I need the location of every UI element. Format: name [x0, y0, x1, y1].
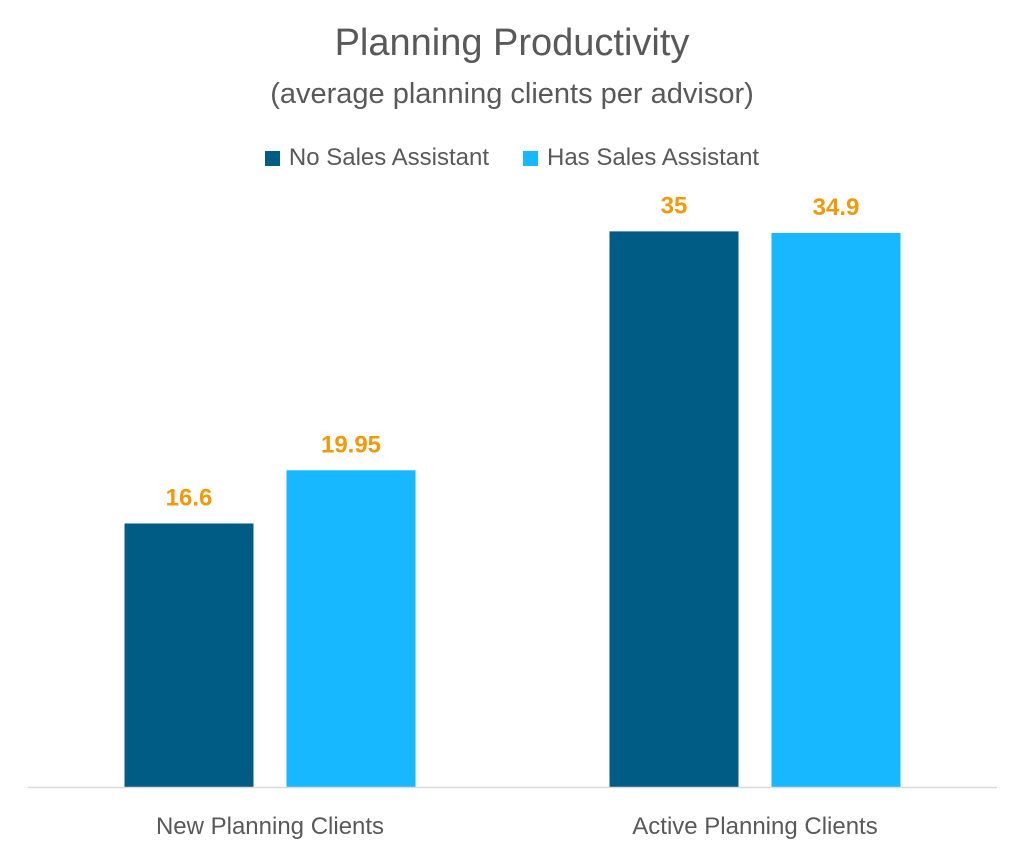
- legend-swatch-has-sales-assistant: [523, 150, 538, 166]
- bar-1-0: [286, 470, 416, 787]
- data-label-0-0: 16.6: [166, 484, 213, 511]
- legend-label-no-sales-assistant: No Sales Assistant: [288, 144, 489, 171]
- category-label-0: New Planning Clients: [156, 813, 384, 840]
- data-label-1-1: 34.9: [813, 194, 860, 221]
- bar-0-1: [609, 231, 739, 787]
- legend-label-has-sales-assistant: Has Sales Assistant: [547, 144, 760, 171]
- legend-swatch-no-sales-assistant: [264, 150, 280, 166]
- legend-item-no-sales-assistant: No Sales Assistant: [264, 144, 489, 172]
- data-label-1-0: 19.95: [321, 431, 381, 458]
- chart-title: Planning Productivity: [334, 22, 690, 64]
- bar-0-0: [124, 523, 254, 787]
- chart-subtitle: (average planning clients per advisor): [270, 78, 754, 110]
- category-label-1: Active Planning Clients: [632, 813, 877, 840]
- legend-item-has-sales-assistant: Has Sales Assistant: [523, 144, 759, 172]
- legend: No Sales Assistant Has Sales Assistant: [0, 144, 1024, 172]
- data-label-0-1: 35: [661, 192, 688, 219]
- bar-1-1: [771, 232, 901, 787]
